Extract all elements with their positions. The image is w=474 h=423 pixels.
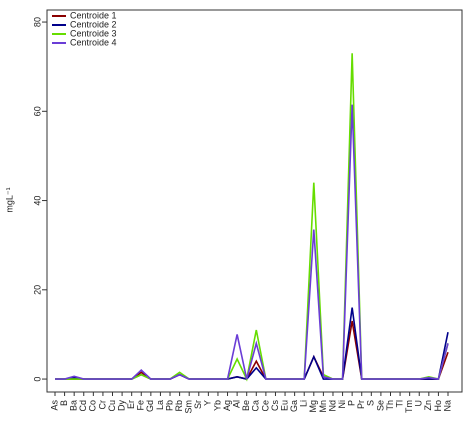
legend-label: Centroide 4 <box>70 37 117 47</box>
x-tick-label: Se <box>375 400 385 411</box>
y-tick-label: 20 <box>32 285 42 295</box>
legend-label: Centroide 1 <box>70 10 117 20</box>
x-tick-label: Gd <box>145 400 155 412</box>
x-tick-label: La <box>155 400 165 410</box>
x-tick-label: P <box>347 400 357 406</box>
x-tick-label: Yb <box>212 400 222 411</box>
x-tick-label: Zn <box>423 400 433 411</box>
x-tick-label: Cr <box>97 400 107 410</box>
x-tick-label: Pb <box>164 400 174 411</box>
x-tick-label: B <box>59 400 69 406</box>
x-tick-label: Tl <box>394 400 404 408</box>
x-tick-label: Er <box>126 400 136 409</box>
series-line <box>55 104 449 380</box>
x-tick-label: U <box>414 400 424 407</box>
x-tick-label: Mg <box>308 400 318 413</box>
y-tick-label: 40 <box>32 196 42 206</box>
x-tick-label: As <box>49 400 59 411</box>
x-tick-label: Eu <box>279 400 289 411</box>
x-tick-label: Be <box>241 400 251 411</box>
plot-frame <box>46 9 463 393</box>
x-tick-label: Ba <box>69 400 79 411</box>
x-tick-label: Cs <box>270 400 280 411</box>
x-tick-label: Rb <box>174 400 184 412</box>
y-tick-label: 60 <box>32 106 42 116</box>
series-line <box>55 320 449 380</box>
legend-label: Centroide 3 <box>70 28 117 38</box>
x-tick-label: Mn <box>318 400 328 413</box>
x-tick-label: Nd <box>327 400 337 412</box>
x-tick-label: Li <box>299 400 309 407</box>
x-tick-label: Cd <box>78 400 88 412</box>
y-axis-label: mgL⁻¹ <box>4 187 14 212</box>
x-tick-label: Ag <box>222 400 232 411</box>
x-tick-label: Al <box>231 400 241 408</box>
x-tick-label: Ni <box>337 400 347 409</box>
series-line <box>55 53 449 382</box>
x-tick-label: Ce <box>260 400 270 412</box>
x-tick-label: S <box>366 400 376 406</box>
y-tick-label: 80 <box>32 17 42 27</box>
x-tick-label: Dy <box>116 400 126 411</box>
x-tick-label: Ca <box>251 400 261 412</box>
series-line <box>55 307 449 380</box>
x-tick-label: Y <box>203 400 213 406</box>
x-tick-label: Th <box>385 400 395 411</box>
x-tick-label: Tm <box>404 400 414 413</box>
x-tick-label: Pr <box>356 400 366 409</box>
y-tick-label: 0 <box>32 377 42 382</box>
x-tick-label: Sr <box>193 400 203 409</box>
x-tick-label: Sm <box>184 400 194 414</box>
x-tick-label: Ga <box>289 400 299 412</box>
x-tick-label: Ho <box>433 400 443 412</box>
x-tick-label: Co <box>88 400 98 412</box>
legend-label: Centroide 2 <box>70 19 117 29</box>
x-tick-label: Cu <box>107 400 117 412</box>
x-tick-label: Na <box>442 400 452 412</box>
x-tick-label: Fe <box>136 400 146 411</box>
